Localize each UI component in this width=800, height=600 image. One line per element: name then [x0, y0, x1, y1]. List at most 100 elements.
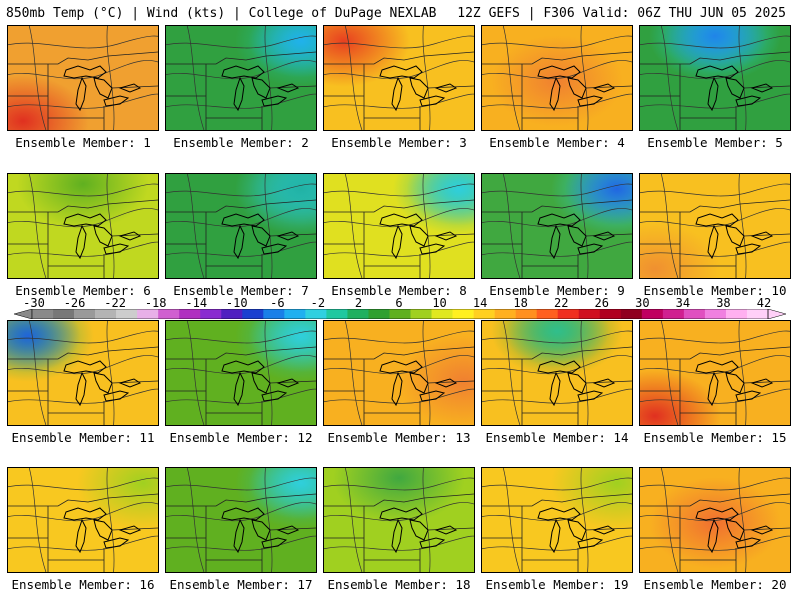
ensemble-map-panel[interactable]	[165, 467, 317, 573]
height-contour	[186, 468, 205, 572]
ensemble-member-label: Ensemble Member: 9	[489, 283, 625, 298]
ensemble-map-panel[interactable]	[323, 173, 475, 279]
model-valid-time: 12Z GEFS | F306 Valid: 06Z THU JUN 05 20…	[457, 6, 786, 21]
height-contour	[422, 174, 431, 278]
colorbar-tick-label: -22	[104, 296, 126, 310]
state-borders	[324, 199, 474, 278]
height-contour	[422, 321, 431, 425]
colorbar-tick-label: -10	[225, 296, 248, 310]
ensemble-map-panel[interactable]	[323, 25, 475, 131]
colorbar-swatch	[704, 309, 727, 319]
state-borders	[166, 51, 316, 130]
ensemble-map-panel[interactable]	[639, 320, 791, 426]
ensemble-member-label: Ensemble Member: 7	[173, 283, 309, 298]
height-contour	[482, 35, 632, 49]
great-lakes-outline	[695, 213, 774, 260]
ensemble-map-panel[interactable]	[481, 173, 633, 279]
height-contour	[28, 26, 47, 130]
temperature-map	[482, 174, 632, 278]
colorbar-tick-label: 18	[513, 296, 528, 310]
height-contour	[580, 321, 589, 425]
height-contour	[482, 535, 632, 551]
temperature-map	[640, 174, 790, 278]
temperature-map	[166, 26, 316, 130]
ensemble-map-panel[interactable]	[7, 467, 159, 573]
state-borders	[8, 51, 158, 130]
colorbar-tick-label: 6	[395, 296, 403, 310]
temperature-map	[324, 174, 474, 278]
height-contour	[640, 241, 790, 257]
temperature-map	[8, 468, 158, 572]
height-contour	[324, 388, 474, 404]
state-borders	[482, 51, 632, 130]
temperature-shading	[640, 174, 790, 278]
ensemble-map-panel[interactable]	[165, 173, 317, 279]
colorbar-tick-label: 26	[594, 296, 609, 310]
colorbar-tick-label: 42	[756, 296, 772, 310]
height-contour	[422, 468, 431, 572]
height-contour	[344, 174, 363, 278]
height-contour	[186, 174, 205, 278]
colorbar-swatch	[200, 309, 222, 319]
colorbar-low-arrow	[14, 309, 33, 319]
height-contour	[264, 321, 273, 425]
height-contour	[344, 26, 363, 130]
ensemble-map-panel[interactable]	[7, 320, 159, 426]
height-contour	[324, 93, 474, 109]
ensemble-map-panel[interactable]	[481, 25, 633, 131]
great-lakes-outline	[63, 65, 142, 112]
state-borders	[482, 346, 632, 425]
state-borders	[166, 493, 316, 572]
height-contour	[640, 93, 790, 109]
temperature-map	[166, 174, 316, 278]
temperature-shading	[640, 468, 790, 572]
height-contour	[166, 241, 316, 257]
height-contour	[324, 477, 474, 491]
state-borders	[482, 199, 632, 278]
height-contour	[166, 183, 316, 197]
great-lakes-outline	[63, 507, 142, 554]
ensemble-map-panel[interactable]	[639, 25, 791, 131]
colorbar-swatch	[452, 309, 474, 319]
temperature-map	[8, 174, 158, 278]
ensemble-map-panel[interactable]	[481, 467, 633, 573]
temperature-shading	[324, 26, 474, 130]
ensemble-map-panel[interactable]	[639, 173, 791, 279]
height-contour	[660, 26, 679, 130]
ensemble-map-panel[interactable]	[481, 320, 633, 426]
ensemble-map-panel[interactable]	[7, 173, 159, 279]
temperature-map	[640, 468, 790, 572]
colorbar-swatch	[578, 309, 601, 319]
height-contour	[502, 468, 521, 572]
great-lakes-outline	[537, 65, 616, 112]
colorbar-swatch	[116, 309, 138, 319]
ensemble-map-panel[interactable]	[165, 320, 317, 426]
temperature-shading	[8, 174, 158, 278]
colorbar-swatch	[725, 309, 748, 319]
temperature-map	[324, 321, 474, 425]
ensemble-map-panel[interactable]	[323, 320, 475, 426]
state-borders	[166, 346, 316, 425]
height-contour	[166, 477, 316, 491]
height-contour	[502, 174, 521, 278]
great-lakes-outline	[379, 65, 458, 112]
temperature-map	[640, 26, 790, 130]
colorbar-tick-label: 38	[716, 296, 731, 310]
height-contour	[482, 388, 632, 404]
colorbar-swatch	[95, 309, 117, 319]
ensemble-map-panel[interactable]	[7, 25, 159, 131]
height-contour	[660, 174, 679, 278]
colorbar-tick-label: 30	[635, 296, 650, 310]
ensemble-map-panel[interactable]	[323, 467, 475, 573]
ensemble-member-label: Ensemble Member: 17	[169, 577, 313, 592]
height-contour	[106, 26, 115, 130]
temperature-colorbar	[14, 309, 786, 319]
ensemble-member-label: Ensemble Member: 12	[169, 430, 313, 445]
colorbar-swatch	[305, 309, 327, 319]
colorbar-tick-label: 14	[472, 296, 488, 310]
temperature-map	[482, 26, 632, 130]
state-borders	[640, 199, 790, 278]
ensemble-member-label: Ensemble Member: 8	[331, 283, 467, 298]
ensemble-map-panel[interactable]	[165, 25, 317, 131]
ensemble-map-panel[interactable]	[639, 467, 791, 573]
